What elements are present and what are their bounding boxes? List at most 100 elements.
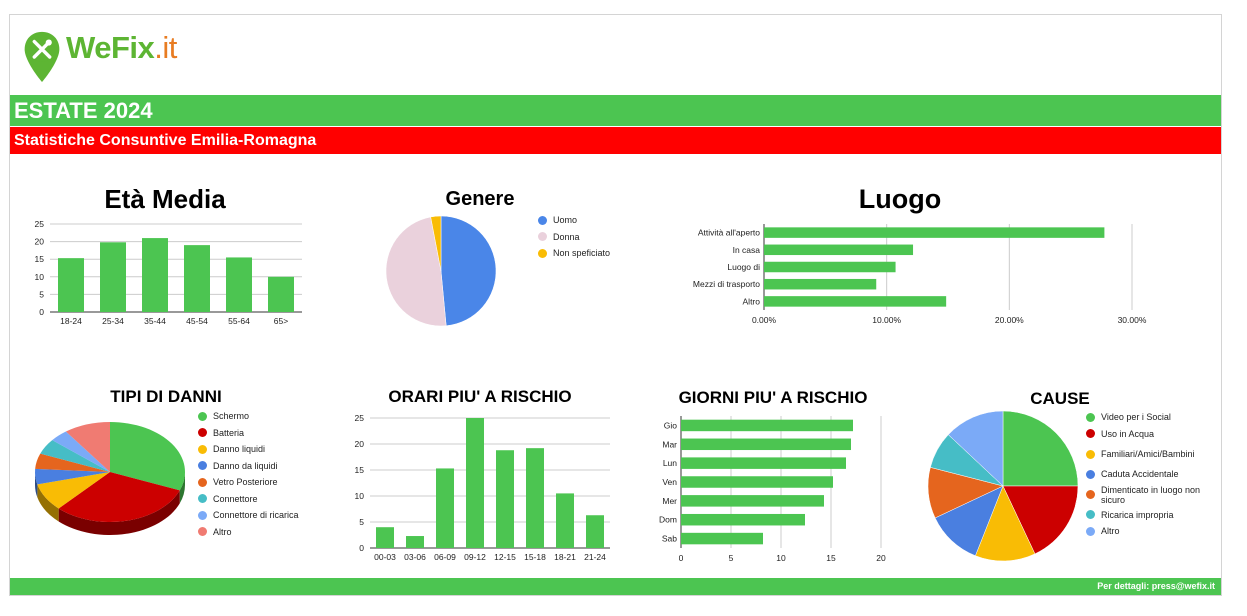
x-tick-label: 0: [679, 553, 684, 563]
bar: [526, 448, 544, 548]
pie-slice: [37, 472, 110, 509]
legend-label: Danno liquidi: [213, 444, 266, 455]
legend-swatch: [1086, 412, 1095, 422]
legend-swatch: [198, 461, 207, 471]
pie-slice: [65, 422, 110, 472]
pie-slice: [110, 422, 185, 491]
legend-item: Altro: [1086, 523, 1211, 540]
legend-label: Connettore di ricarica: [213, 510, 299, 521]
y-tick-label: Altro: [743, 296, 761, 306]
pie-slice: [35, 453, 110, 472]
luogo-bar-chart: 0.00% 10.00% 20.00% 30.00% Attività all'aper…: [693, 224, 1147, 325]
pie-slice: [58, 472, 180, 522]
y-tick-label: 15: [355, 465, 365, 475]
chart-title-luogo: Luogo: [858, 184, 942, 214]
pie-slice-side: [35, 472, 38, 498]
y-tick-label: Mar: [662, 439, 677, 449]
legend-swatch: [198, 510, 207, 520]
pie-slice-side: [58, 490, 180, 535]
legend-swatch: [538, 215, 547, 225]
y-tick-label: 15: [35, 254, 45, 264]
y-tick-label: Sab: [662, 534, 677, 544]
legend-item: Connettore di ricarica: [198, 507, 299, 524]
pie-slice: [440, 215, 497, 327]
legend-item: Connettore: [198, 491, 299, 508]
legend-label: Altro: [1101, 526, 1120, 537]
x-tick-label: 06-09: [434, 552, 456, 562]
y-tick-label: 0: [359, 543, 364, 553]
legend-label: Altro: [213, 526, 232, 537]
eta-bar-chart: 0 5 10 15 20 25 18-24 25-34 35-44 45-54 55-64 65>: [35, 219, 302, 326]
chart-title-giorni: GIORNI PIU' A RISCHIO: [678, 388, 868, 407]
bar: [764, 261, 896, 273]
y-tick-label: 5: [39, 289, 44, 299]
legend-item: Uso in Acqua: [1086, 426, 1211, 443]
bar: [58, 258, 84, 312]
chart-title-orari: ORARI PIU' A RISCHIO: [388, 387, 572, 406]
x-tick-label: 35-44: [144, 316, 166, 326]
bar: [764, 227, 1105, 238]
y-tick-label: 5: [359, 517, 364, 527]
page-subtitle: Statistiche Consuntive Emilia-Romagna: [10, 127, 1221, 154]
bar: [681, 513, 805, 526]
footer-contact: Per dettagli: press@wefix.it: [10, 578, 1221, 595]
x-tick-label: 15: [826, 553, 836, 563]
x-tick-label: 00-03: [374, 552, 396, 562]
pie-slice: [40, 440, 110, 472]
legend-item: Familiari/Amici/Bambini: [1086, 442, 1211, 466]
x-tick-label: 10.00%: [872, 315, 901, 325]
legend-swatch: [538, 248, 547, 258]
legend-swatch: [1086, 490, 1095, 499]
y-tick-label: 25: [35, 219, 45, 229]
legend-item: Danno liquidi: [198, 441, 299, 458]
legend-item: Ricarica impropria: [1086, 507, 1211, 524]
pie-slice-side: [37, 484, 59, 522]
legend-label: Schermo: [213, 411, 250, 422]
legend-item: Dimenticato in luogo non sicuro: [1086, 483, 1211, 507]
legend-swatch: [198, 444, 207, 454]
y-tick-label: 10: [35, 272, 45, 282]
x-tick-label: 20: [876, 553, 886, 563]
y-tick-label: 10: [355, 491, 365, 501]
bar: [586, 515, 604, 548]
legend-label: Non speficiato: [553, 248, 611, 259]
page-title: ESTATE 2024: [10, 95, 1221, 126]
legend-label: Familiari/Amici/Bambini: [1101, 449, 1195, 459]
pie-slice: [975, 485, 1036, 562]
y-tick-label: In casa: [733, 245, 761, 255]
legend-label: Donna: [553, 231, 580, 242]
y-tick-label: Mer: [662, 496, 677, 506]
brand-logo: WeFix.it: [66, 30, 177, 66]
pie-slice: [34, 468, 110, 485]
bar: [376, 527, 394, 548]
legend-item: Uomo: [538, 212, 610, 229]
bar: [268, 276, 294, 312]
y-tick-label: 0: [39, 307, 44, 317]
legend-label: Dimenticato in luogo non sicuro: [1101, 484, 1201, 505]
legend-label: Connettore: [213, 493, 258, 504]
x-tick-label: 18-24: [60, 316, 82, 326]
danni-pie-chart: [34, 422, 185, 535]
pie-slice: [947, 410, 1004, 487]
y-tick-label: Dom: [659, 515, 677, 525]
x-tick-label: 5: [729, 553, 734, 563]
brand-name: WeFix: [66, 30, 155, 65]
x-tick-label: 25-34: [102, 316, 124, 326]
legend-label: Ricarica impropria: [1101, 509, 1174, 520]
y-tick-label: Mezzi di trasporto: [693, 279, 760, 289]
y-tick-label: Lun: [663, 458, 677, 468]
x-tick-label: 20.00%: [995, 315, 1024, 325]
x-tick-label: 03-06: [404, 552, 426, 562]
wrench-screwdriver-pin-icon: [24, 31, 60, 83]
bar: [764, 244, 914, 256]
legend-swatch: [1086, 449, 1095, 459]
legend-swatch: [1086, 526, 1095, 536]
legend-item: Caduta Accidentale: [1086, 466, 1211, 483]
legend-swatch: [198, 428, 207, 438]
legend-swatch: [1086, 469, 1095, 479]
legend-label: Vetro Posteriore: [213, 477, 278, 488]
x-tick-label: 12-15: [494, 552, 516, 562]
genere-legend: Uomo Donna Non speficiato: [538, 212, 610, 262]
y-tick-label: 25: [355, 413, 365, 423]
legend-item: Altro: [198, 524, 299, 541]
